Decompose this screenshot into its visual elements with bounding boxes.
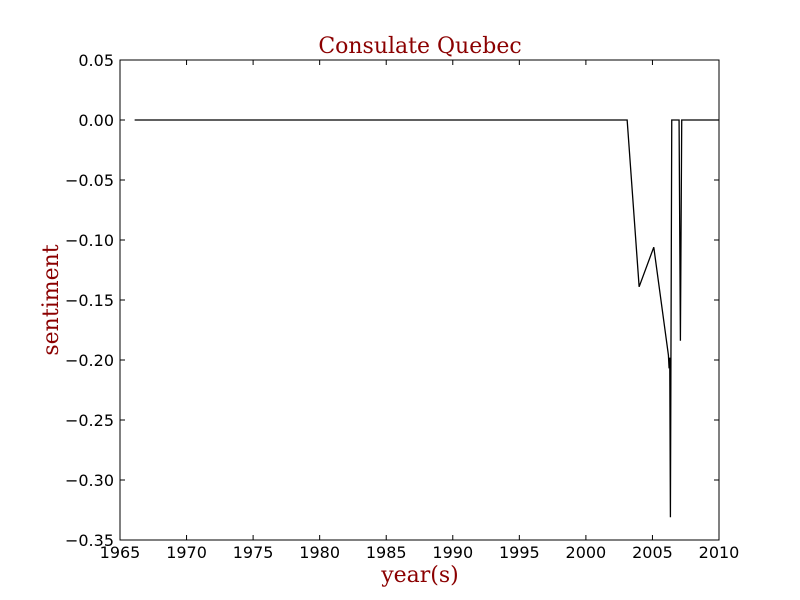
x-tick-label: 1980	[299, 543, 340, 562]
sentiment-series-line	[134, 119, 719, 518]
chart-title: Consulate Quebec	[318, 34, 521, 59]
y-tick-label: −0.30	[65, 471, 114, 490]
axis-tick-labels: 1965 1970 1975 1980 1985 1990 1995 2000 2005 2010…	[65, 51, 739, 562]
y-axis-label: sentiment	[39, 244, 64, 355]
y-tick-label: 0.05	[78, 51, 114, 70]
y-tick-label: −0.35	[65, 531, 114, 550]
y-tick-label: −0.05	[65, 171, 114, 190]
x-axis-label: year(s)	[380, 563, 459, 588]
y-tick-label: −0.10	[65, 231, 114, 250]
y-tick-label: −0.25	[65, 411, 114, 430]
x-tick-label: 1965	[100, 543, 141, 562]
x-tick-label: 1985	[366, 543, 407, 562]
x-tick-label: 2000	[566, 543, 607, 562]
x-tick-label: 1975	[233, 543, 274, 562]
x-tick-label: 2010	[699, 543, 740, 562]
y-tick-label: −0.20	[65, 351, 114, 370]
x-tick-label: 1970	[166, 543, 207, 562]
y-tick-label: −0.15	[65, 291, 114, 310]
plot-area-frame	[119, 59, 720, 541]
x-tick-label: 1995	[499, 543, 540, 562]
x-tick-label: 2005	[632, 543, 673, 562]
x-tick-label: 1990	[432, 543, 473, 562]
y-tick-label: 0.00	[78, 111, 114, 130]
